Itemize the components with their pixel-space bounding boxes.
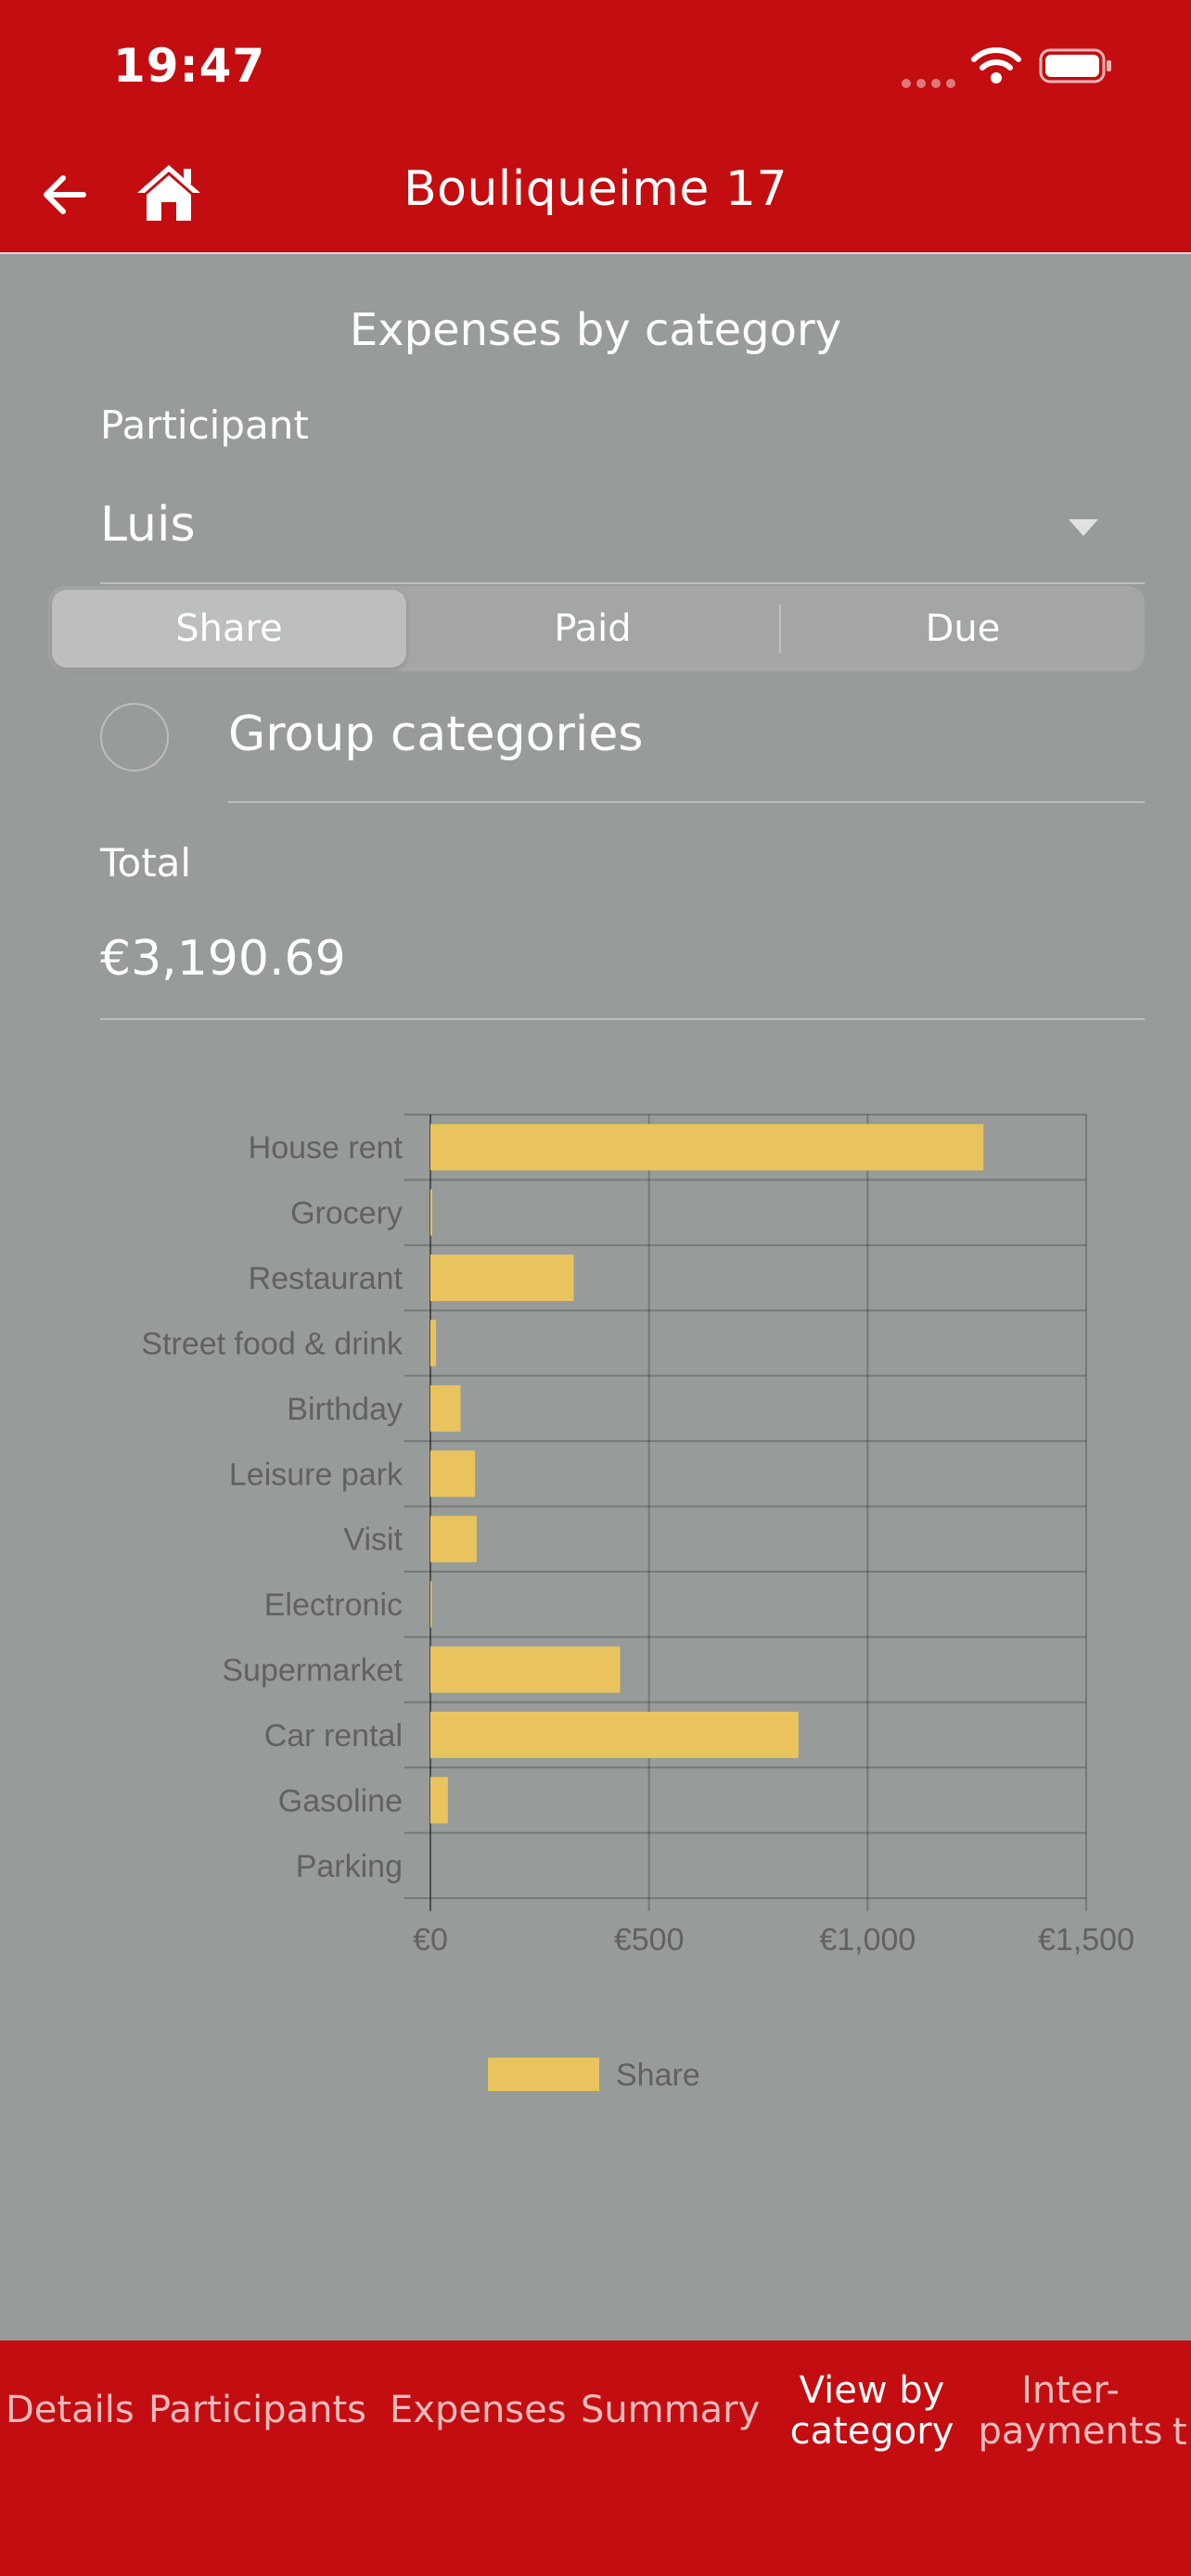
bar-house-rent bbox=[430, 1124, 984, 1171]
status-bar: 19:47 bbox=[0, 0, 1191, 139]
bar-street-food-drink bbox=[430, 1320, 437, 1367]
segment-share[interactable]: Share bbox=[52, 590, 406, 668]
participant-label: Participant bbox=[100, 402, 309, 448]
tab-expenses[interactable]: Expenses bbox=[390, 2389, 567, 2431]
total-label: Total bbox=[100, 840, 192, 886]
x-tick-label: €1,500 bbox=[1038, 1922, 1134, 1958]
bar-car-rental bbox=[430, 1711, 799, 1758]
page-title: Bouliqueime 17 bbox=[403, 161, 788, 217]
total-underline bbox=[100, 1018, 1145, 1020]
category-label: Grocery bbox=[290, 1196, 403, 1231]
tab-overflow[interactable]: t bbox=[1172, 2411, 1187, 2454]
x-tick-label: €500 bbox=[614, 1922, 685, 1958]
category-label: House rent bbox=[249, 1130, 403, 1166]
cellular-signal-icon bbox=[902, 74, 961, 92]
category-label: Restaurant bbox=[249, 1261, 403, 1296]
home-icon[interactable] bbox=[135, 161, 202, 224]
back-arrow-icon[interactable] bbox=[37, 167, 93, 223]
app-header: Bouliqueime 17 bbox=[0, 139, 1191, 254]
bar-grocery bbox=[430, 1189, 432, 1236]
tab-inter-payments-line2: payments bbox=[978, 2410, 1163, 2453]
bar-gasoline bbox=[430, 1777, 448, 1824]
segmented-control: Share Paid Due bbox=[48, 586, 1145, 671]
tab-participants[interactable]: Participants bbox=[148, 2389, 366, 2431]
bar-electronic bbox=[430, 1581, 432, 1628]
bar-supermarket bbox=[430, 1646, 621, 1693]
battery-icon bbox=[1039, 48, 1111, 83]
bar-birthday bbox=[430, 1384, 461, 1432]
tab-inter-payments-line1: Inter- bbox=[1021, 2369, 1120, 2412]
tab-details[interactable]: Details bbox=[6, 2389, 134, 2431]
dropdown-arrow-icon[interactable] bbox=[1069, 519, 1098, 536]
category-label: Car rental bbox=[264, 1718, 403, 1753]
category-label: Electronic bbox=[264, 1588, 403, 1623]
tab-view-by-category-line1: View by bbox=[799, 2369, 945, 2412]
category-label: Leisure park bbox=[229, 1457, 403, 1492]
total-value: €3,190.69 bbox=[100, 931, 346, 987]
group-categories-label[interactable]: Group categories bbox=[228, 707, 644, 762]
legend-label: Share bbox=[616, 2058, 700, 2093]
tab-inter-payments[interactable]: Inter- payments bbox=[970, 2370, 1171, 2452]
category-label: Birthday bbox=[287, 1392, 403, 1427]
x-tick-label: €0 bbox=[413, 1922, 448, 1958]
bottom-tab-bar: Details Participants Expenses Summary Vi… bbox=[0, 2340, 1191, 2576]
segment-due[interactable]: Due bbox=[925, 607, 1001, 650]
category-label: Visit bbox=[343, 1523, 403, 1558]
category-label: Parking bbox=[296, 1849, 403, 1884]
tab-view-by-category[interactable]: View by category bbox=[779, 2370, 965, 2452]
tab-view-by-category-line2: category bbox=[789, 2410, 954, 2453]
participant-select[interactable]: Luis bbox=[100, 497, 196, 553]
category-label: Street food & drink bbox=[141, 1326, 403, 1361]
status-time: 19:47 bbox=[113, 39, 266, 93]
bar-leisure-park bbox=[430, 1450, 476, 1498]
expenses-bar-chart: €0 €500 €1,000 €1,500 House rent Grocery Resta… bbox=[141, 1114, 1134, 2093]
tab-summary[interactable]: Summary bbox=[581, 2389, 761, 2431]
group-categories-underline bbox=[228, 801, 1145, 803]
bar-restaurant bbox=[430, 1255, 574, 1302]
legend-swatch bbox=[488, 2058, 599, 2091]
participant-underline bbox=[100, 582, 1145, 584]
segment-divider bbox=[779, 605, 781, 653]
group-categories-toggle[interactable] bbox=[100, 703, 169, 772]
x-tick-label: €1,000 bbox=[819, 1922, 916, 1958]
category-label: Gasoline bbox=[278, 1783, 403, 1818]
bar-visit bbox=[430, 1515, 477, 1562]
category-label: Supermarket bbox=[222, 1653, 403, 1689]
segment-paid[interactable]: Paid bbox=[554, 607, 632, 650]
section-title: Expenses by category bbox=[349, 304, 842, 356]
wifi-icon bbox=[971, 47, 1021, 83]
